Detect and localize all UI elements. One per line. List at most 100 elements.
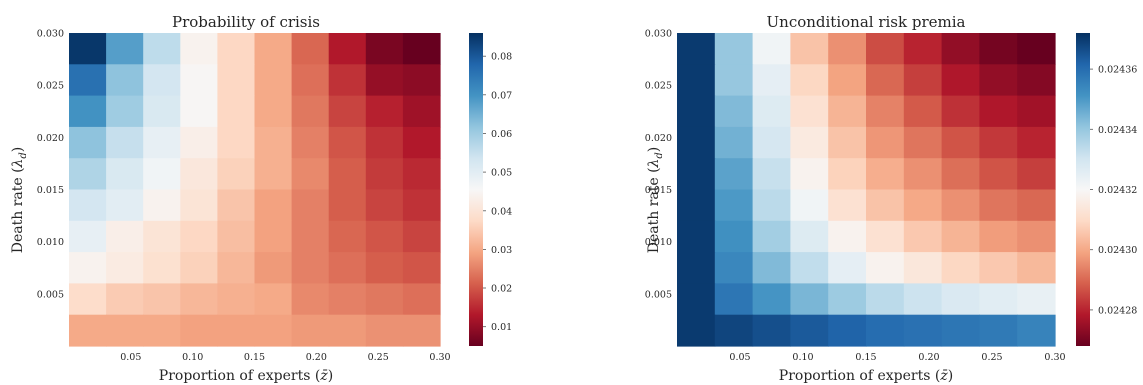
colorbar-tick-label: 0.07 (491, 90, 512, 101)
heatmap-cell (180, 314, 218, 347)
heatmap-cell (402, 252, 441, 284)
heatmap-cell (714, 158, 754, 191)
heatmap-cell (828, 126, 867, 159)
heatmap-cell (790, 252, 829, 284)
heatmap-cell (828, 64, 867, 97)
heatmap-cell (752, 314, 791, 347)
heatmap-cell (365, 158, 404, 191)
heatmap-cell (941, 158, 980, 191)
heatmap-cell (903, 158, 943, 191)
heatmap-cell (941, 189, 980, 222)
heatmap-cell (328, 252, 367, 284)
heatmap-cell (941, 314, 980, 347)
heatmap-cell (903, 64, 943, 97)
heatmap-cell (903, 95, 943, 128)
heatmap-cell (217, 95, 256, 128)
heatmap-cell (714, 33, 754, 65)
x-tick-label: 0.30 (429, 352, 450, 363)
colorbar-tick-label: 0.01 (491, 322, 512, 333)
heatmap-cell (180, 126, 218, 159)
y-tick-label: 0.010 (645, 237, 672, 248)
heatmap-cell (217, 126, 256, 159)
heatmap-cell (903, 189, 943, 222)
heatmap-cell (979, 126, 1018, 159)
heatmap-cell (790, 64, 829, 97)
y-axis-label: Death rate (λd) (10, 147, 29, 254)
heatmap-cell (402, 126, 441, 159)
heatmap-cell (1017, 314, 1056, 347)
heatmap-cell (677, 33, 716, 65)
y-tick-label: 0.025 (37, 81, 64, 92)
heatmap-cell (402, 314, 441, 347)
heatmap-cell (254, 283, 293, 316)
heatmap-cell (365, 95, 404, 128)
heatmap-cell (752, 220, 791, 253)
heatmap-cell (328, 95, 367, 128)
x-tick-label: 0.05 (120, 352, 141, 363)
heatmap-cell (1017, 283, 1056, 316)
colorbar-gradient (1076, 33, 1090, 346)
heatmap-cell (752, 64, 791, 97)
heatmap-cell (254, 64, 293, 97)
heatmap-cell (365, 33, 404, 65)
chart-title: Unconditional risk premia (767, 13, 966, 31)
heatmap-cell (714, 64, 754, 97)
heatmap-cell (69, 33, 107, 65)
heatmap-cell (143, 95, 181, 128)
heatmap-cell (69, 126, 107, 159)
heatmap-cell (106, 126, 144, 159)
heatmap-cell (254, 158, 293, 191)
heatmap-cell (291, 283, 330, 316)
heatmap-cell (217, 252, 256, 284)
heatmap-cell (69, 220, 107, 253)
heatmap-cell (714, 126, 754, 159)
heatmap-cell (328, 33, 367, 65)
x-tick-label: 0.25 (981, 352, 1002, 363)
colorbar-tick-label: 0.04 (491, 206, 512, 217)
heatmap-cells (677, 33, 1056, 347)
heatmap-cell (106, 283, 144, 316)
heatmap-cell (254, 95, 293, 128)
x-axis-label: Proportion of experts (z̄) (779, 368, 953, 384)
heatmap-cell (1017, 33, 1056, 65)
y-tick-label: 0.030 (37, 29, 64, 40)
x-tick-label: 0.10 (182, 352, 203, 363)
heatmap-cell (328, 314, 367, 347)
heatmap-cell (790, 283, 829, 316)
heatmap-cell (979, 283, 1018, 316)
heatmap-cell (828, 189, 867, 222)
heatmap-cell (941, 126, 980, 159)
x-tick-label: 0.20 (918, 352, 939, 363)
x-tick-label: 0.15 (855, 352, 876, 363)
colorbar-tick-label: 0.06 (491, 129, 512, 140)
heatmap-cell (143, 252, 181, 284)
heatmap-cell (979, 314, 1018, 347)
heatmap-cell (828, 252, 867, 284)
heatmap-cell (217, 33, 256, 65)
heatmap-cell (979, 33, 1018, 65)
heatmap-panel-risk-premia: Unconditional risk premia 0.05 0.10 0.15 0.… (645, 13, 1138, 384)
heatmap-cell (714, 220, 754, 253)
heatmap-cell (828, 220, 867, 253)
heatmap-cell (106, 189, 144, 222)
colorbar: 0.02428 0.02430 0.02432 0.02434 0.02436 (1076, 33, 1137, 346)
heatmap-cell (752, 126, 791, 159)
heatmap-cell (254, 314, 293, 347)
x-tick-label: 0.05 (729, 352, 750, 363)
heatmap-cell (790, 220, 829, 253)
heatmap-cell (677, 158, 716, 191)
heatmap-cell (677, 314, 716, 347)
heatmap-cell (69, 158, 107, 191)
heatmap-cell (180, 283, 218, 316)
heatmap-cell (677, 64, 716, 97)
heatmap-cell (69, 64, 107, 97)
heatmap-cell (365, 314, 404, 347)
heatmap-cell (180, 220, 218, 253)
y-ticks: 0.005 0.010 0.015 0.020 0.025 0.030 (645, 29, 672, 301)
heatmap-cell (979, 252, 1018, 284)
heatmap-cell (828, 283, 867, 316)
heatmap-cell (866, 252, 905, 284)
heatmap-cell (291, 33, 330, 65)
x-tick-label: 0.25 (368, 352, 389, 363)
heatmap-cell (752, 158, 791, 191)
